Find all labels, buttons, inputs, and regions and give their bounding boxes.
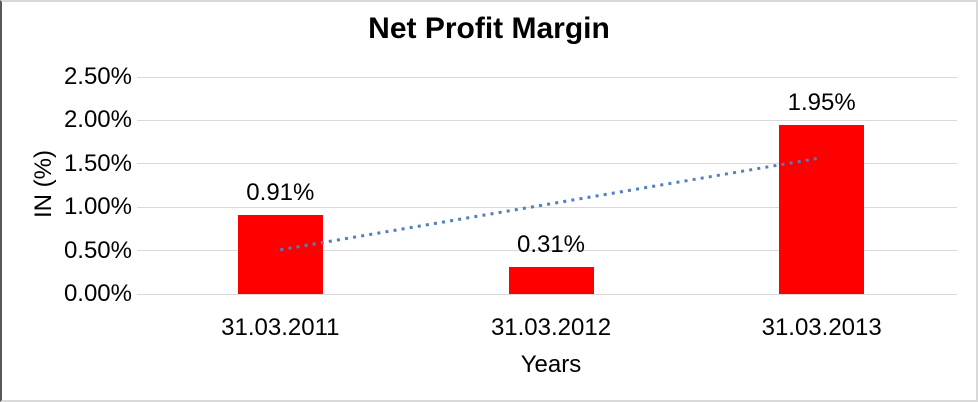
bar-value-label: 0.31% xyxy=(516,231,586,259)
y-tick-label: 2.50% xyxy=(63,63,132,90)
y-gridline xyxy=(145,76,957,78)
x-axis-title: Years xyxy=(520,351,582,378)
y-axis-tick xyxy=(137,250,145,252)
y-gridline xyxy=(145,119,957,121)
x-tick-label: 31.03.2013 xyxy=(761,314,882,341)
x-tick-label: 31.03.2011 xyxy=(221,314,340,341)
y-gridline xyxy=(145,293,957,295)
y-axis-tick xyxy=(137,206,145,208)
y-tick-label: 2.00% xyxy=(63,106,132,134)
y-tick-label: 1.00% xyxy=(63,193,132,221)
y-axis-tick xyxy=(137,293,145,295)
bar xyxy=(508,267,594,294)
bar xyxy=(237,215,323,294)
y-tick-label: 1.50% xyxy=(63,149,132,177)
x-tick-label: 31.03.2012 xyxy=(490,314,612,341)
bar-value-label: 1.95% xyxy=(787,88,856,116)
y-tick-label: 0.50% xyxy=(63,236,132,264)
chart-title: Net Profit Margin xyxy=(368,12,610,45)
bar-value-label: 0.91% xyxy=(246,179,315,206)
y-axis-tick xyxy=(137,76,145,78)
y-axis-tick xyxy=(137,163,145,165)
bar xyxy=(779,124,865,294)
y-axis-tick xyxy=(137,119,145,121)
y-tick-label: 0.00% xyxy=(63,280,132,307)
